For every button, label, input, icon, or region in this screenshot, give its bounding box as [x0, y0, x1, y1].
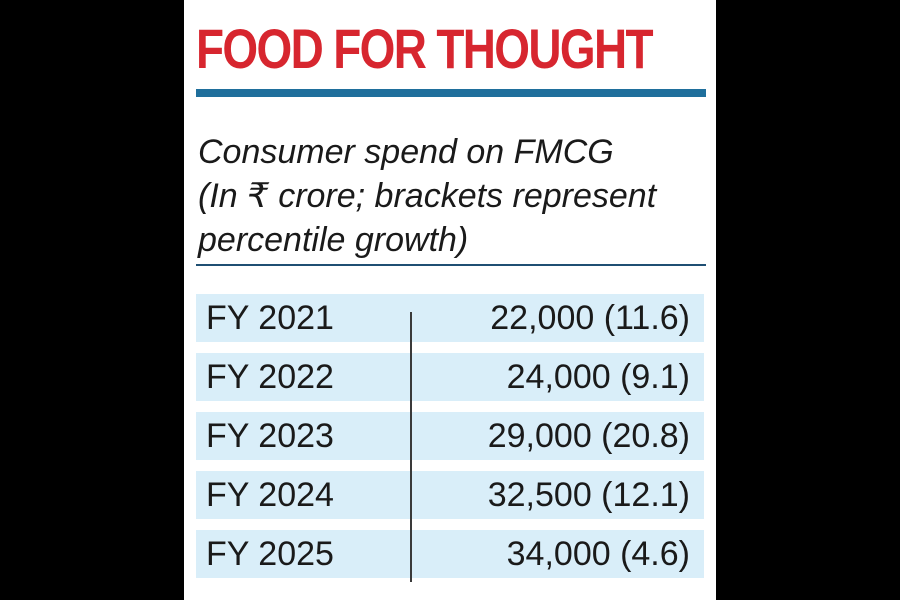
row-value: 29,000 (20.8) — [487, 417, 690, 455]
subtitle-underline — [196, 264, 706, 266]
subtitle-line-2: (In ₹ crore; brackets represent — [198, 177, 657, 215]
table-row: FY 2025 34,000 (4.6) — [196, 530, 704, 578]
row-year: FY 2021 — [206, 299, 334, 337]
spend-table: FY 2021 22,000 (11.6) FY 2022 24,000 (9.1) F… — [196, 294, 704, 589]
row-value: 34,000 (4.6) — [506, 535, 690, 573]
row-value: 32,500 (12.1) — [487, 476, 690, 514]
table-row: FY 2023 29,000 (20.8) — [196, 412, 704, 460]
table-row: FY 2021 22,000 (11.6) — [196, 294, 704, 342]
row-value: 24,000 (9.1) — [506, 358, 690, 396]
row-year: FY 2025 — [206, 535, 334, 573]
infographic-subtitle: Consumer spend on FMCG (In ₹ crore; brac… — [198, 130, 710, 262]
infographic-title: FOOD FOR THOUGHT — [196, 16, 654, 80]
table-row: FY 2022 24,000 (9.1) — [196, 353, 704, 401]
row-value: 22,000 (11.6) — [490, 299, 690, 337]
table-row: FY 2024 32,500 (12.1) — [196, 471, 704, 519]
subtitle-line-3: percentile growth) — [198, 221, 469, 259]
row-year: FY 2022 — [206, 358, 334, 396]
infographic-panel: FOOD FOR THOUGHT Consumer spend on FMCG … — [184, 0, 716, 600]
title-underline — [196, 89, 706, 97]
subtitle-line-1: Consumer spend on FMCG — [198, 133, 614, 171]
row-year: FY 2023 — [206, 417, 334, 455]
row-year: FY 2024 — [206, 476, 334, 514]
column-divider — [410, 312, 412, 582]
